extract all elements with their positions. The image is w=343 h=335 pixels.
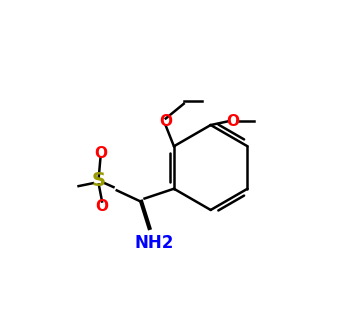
- Text: O: O: [159, 114, 172, 129]
- Text: O: O: [96, 199, 108, 213]
- Text: S: S: [92, 171, 106, 190]
- Text: NH2: NH2: [135, 234, 174, 253]
- Text: O: O: [94, 146, 107, 161]
- Text: O: O: [226, 114, 239, 129]
